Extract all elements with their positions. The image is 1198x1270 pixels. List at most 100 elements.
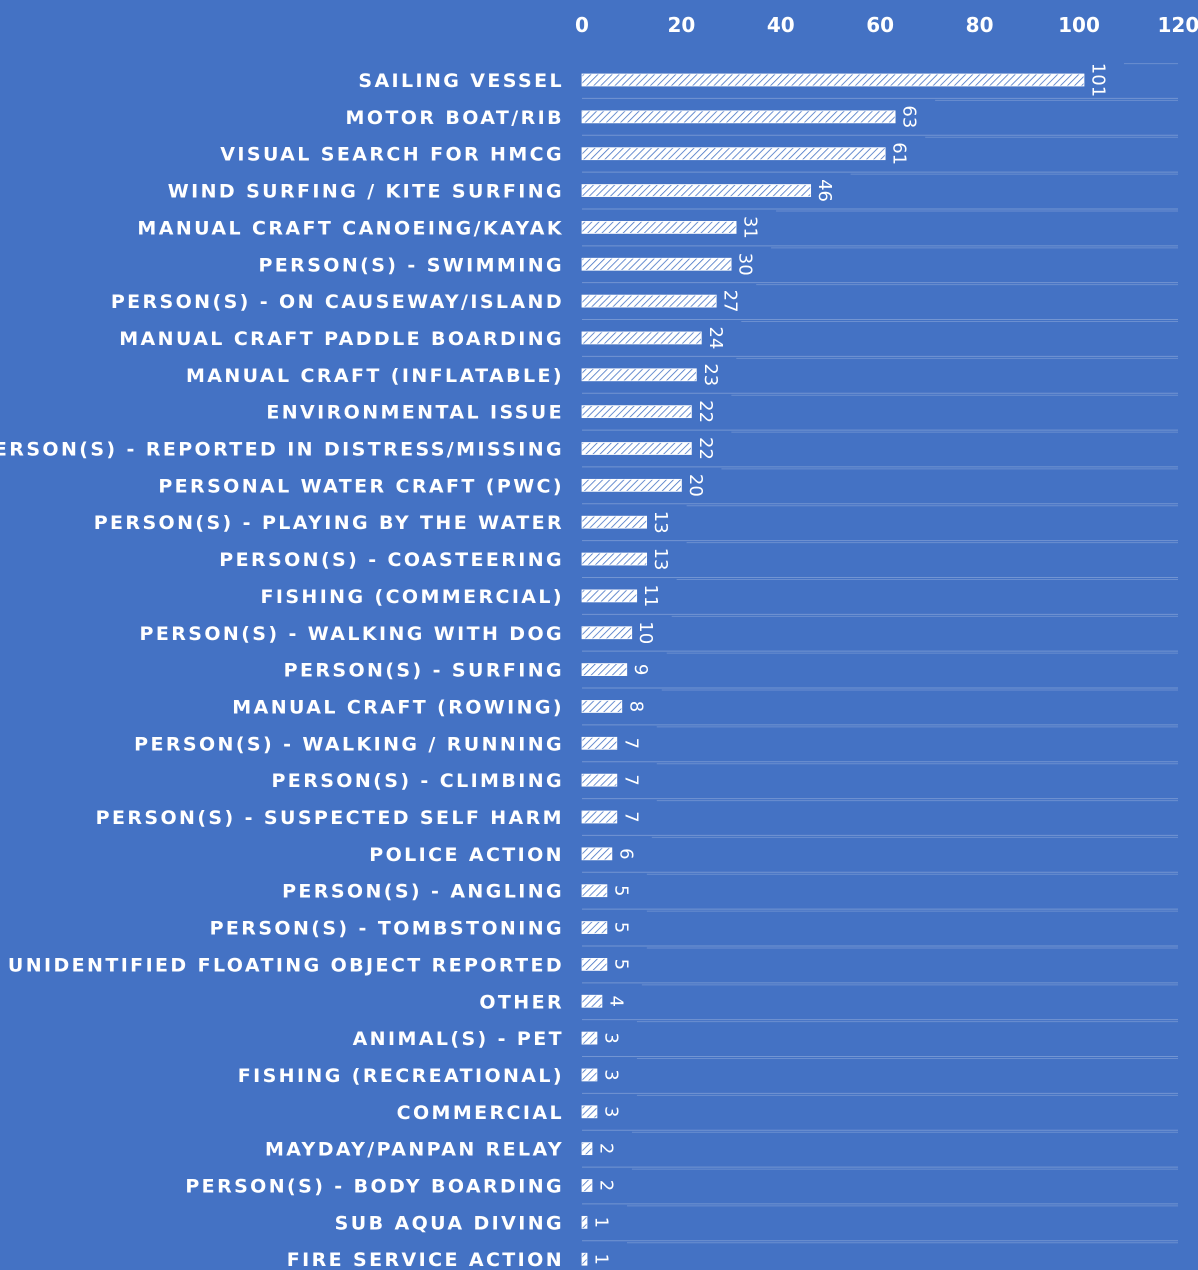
data-label: 4 bbox=[605, 996, 626, 1007]
bar bbox=[581, 1068, 598, 1082]
category-label: PERSON(S) - COASTEERING bbox=[219, 549, 564, 571]
x-tick-label: 100 bbox=[1058, 13, 1100, 37]
x-tick-label: 40 bbox=[767, 13, 795, 37]
category-label: PERSON(S) - CLIMBING bbox=[271, 770, 564, 792]
category-label: MAYDAY/PANPAN RELAY bbox=[265, 1139, 564, 1161]
bar bbox=[581, 1215, 588, 1229]
category-label: PERSON(S) - SWIMMING bbox=[258, 254, 564, 276]
category-label: COMMERCIAL bbox=[397, 1102, 564, 1124]
data-label: 13 bbox=[650, 548, 671, 571]
data-label: 1 bbox=[590, 1253, 611, 1264]
category-label: FISHING (COMMERCIAL) bbox=[260, 586, 564, 608]
category-label: WIND SURFING / KITE SURFING bbox=[168, 181, 564, 203]
x-tick-label: 20 bbox=[667, 13, 695, 37]
data-label: 9 bbox=[630, 664, 651, 675]
bar bbox=[581, 552, 648, 566]
data-label: 3 bbox=[600, 1106, 621, 1117]
category-label: UNIDENTIFIED FLOATING OBJECT REPORTED bbox=[8, 954, 564, 976]
bar bbox=[581, 700, 623, 713]
data-label: 3 bbox=[600, 1069, 621, 1080]
bar bbox=[581, 626, 633, 640]
data-label: 3 bbox=[600, 1032, 621, 1043]
bar bbox=[581, 368, 697, 382]
category-label: PERSON(S) - TOMBSTONING bbox=[210, 918, 564, 940]
bar bbox=[581, 73, 1085, 87]
data-label: 13 bbox=[650, 511, 671, 534]
data-label: 5 bbox=[610, 959, 631, 970]
bar bbox=[581, 1252, 588, 1266]
bar bbox=[581, 810, 618, 824]
bar bbox=[581, 847, 613, 861]
data-label: 30 bbox=[735, 253, 756, 276]
bar bbox=[581, 589, 638, 603]
bar bbox=[581, 442, 692, 455]
category-label: PERSON(S) - BODY BOARDING bbox=[185, 1176, 564, 1198]
category-label: MANUAL CRAFT (ROWING) bbox=[232, 696, 564, 718]
data-label: 8 bbox=[625, 701, 646, 712]
bar bbox=[581, 294, 717, 308]
data-label: 63 bbox=[899, 105, 920, 128]
value-labels: 1016361463130272423222220131311109877765… bbox=[590, 63, 1108, 1265]
category-label: MANUAL CRAFT CANOEING/KAYAK bbox=[137, 217, 564, 239]
category-label: MOTOR BOAT/RIB bbox=[346, 107, 564, 129]
bar bbox=[581, 405, 692, 419]
category-label: MANUAL CRAFT (INFLATABLE) bbox=[186, 365, 564, 387]
bar bbox=[581, 147, 886, 161]
data-label: 1 bbox=[590, 1217, 611, 1228]
bar bbox=[581, 1031, 598, 1045]
category-label: ANIMAL(S) - PET bbox=[353, 1028, 564, 1050]
x-tick-label: 120 bbox=[1158, 13, 1198, 37]
bar bbox=[581, 220, 737, 234]
bar bbox=[581, 736, 618, 750]
category-label: OTHER bbox=[479, 991, 564, 1013]
category-label: FIRE SERVICE ACTION bbox=[287, 1249, 564, 1270]
data-label: 7 bbox=[620, 811, 641, 822]
data-label: 101 bbox=[1087, 63, 1108, 97]
category-label: PERSON(S) - PLAYING BY THE WATER bbox=[94, 512, 564, 534]
bar bbox=[581, 773, 618, 787]
bar bbox=[581, 1179, 593, 1192]
bar bbox=[581, 515, 648, 529]
x-tick-label: 60 bbox=[866, 13, 894, 37]
category-label: FISHING (RECREATIONAL) bbox=[238, 1065, 564, 1087]
data-label: 23 bbox=[700, 363, 721, 386]
data-label: 5 bbox=[610, 922, 631, 933]
data-label: 61 bbox=[889, 142, 910, 165]
bar bbox=[581, 921, 608, 934]
category-label: PERSON(S) - WALKING / RUNNING bbox=[134, 733, 564, 755]
category-label: POLICE ACTION bbox=[369, 844, 564, 866]
bar bbox=[581, 184, 812, 197]
data-label: 5 bbox=[610, 885, 631, 896]
category-label: PERSON(S) - WALKING WITH DOG bbox=[140, 623, 564, 645]
bar bbox=[581, 1142, 593, 1156]
gridlines bbox=[582, 63, 1178, 1244]
bar bbox=[581, 884, 608, 898]
category-label: PERSON(S) - SURFING bbox=[284, 660, 564, 682]
data-label: 2 bbox=[595, 1143, 616, 1154]
category-label: ENVIRONMENTAL ISSUE bbox=[266, 402, 564, 424]
x-tick-label: 0 bbox=[575, 13, 589, 37]
category-label: PERSON(S) - ANGLING bbox=[282, 881, 564, 903]
data-label: 22 bbox=[695, 437, 716, 460]
category-label: VISUAL SEARCH FOR HMCG bbox=[220, 144, 564, 166]
data-label: 46 bbox=[814, 179, 835, 202]
bar bbox=[581, 958, 608, 971]
bar bbox=[581, 663, 628, 676]
category-label: PERSONAL WATER CRAFT (PWC) bbox=[158, 475, 564, 497]
data-label: 31 bbox=[740, 216, 761, 239]
category-label: PERSON(S) - REPORTED IN DISTRESS/MISSING bbox=[0, 439, 564, 461]
data-label: 20 bbox=[685, 474, 706, 497]
bar bbox=[581, 1105, 598, 1119]
data-label: 10 bbox=[635, 621, 656, 644]
bar bbox=[581, 110, 896, 124]
data-label: 6 bbox=[615, 848, 636, 859]
bars bbox=[581, 73, 1085, 1266]
category-label: PERSON(S) - SUSPECTED SELF HARM bbox=[96, 807, 564, 829]
data-label: 2 bbox=[595, 1180, 616, 1191]
data-label: 7 bbox=[620, 738, 641, 749]
data-label: 7 bbox=[620, 774, 641, 785]
bar bbox=[581, 478, 682, 492]
category-label: SAILING VESSEL bbox=[358, 70, 564, 92]
data-label: 27 bbox=[720, 290, 741, 313]
category-labels: SAILING VESSEL MOTOR BOAT/RIB VISUAL SEARC… bbox=[0, 70, 564, 1270]
